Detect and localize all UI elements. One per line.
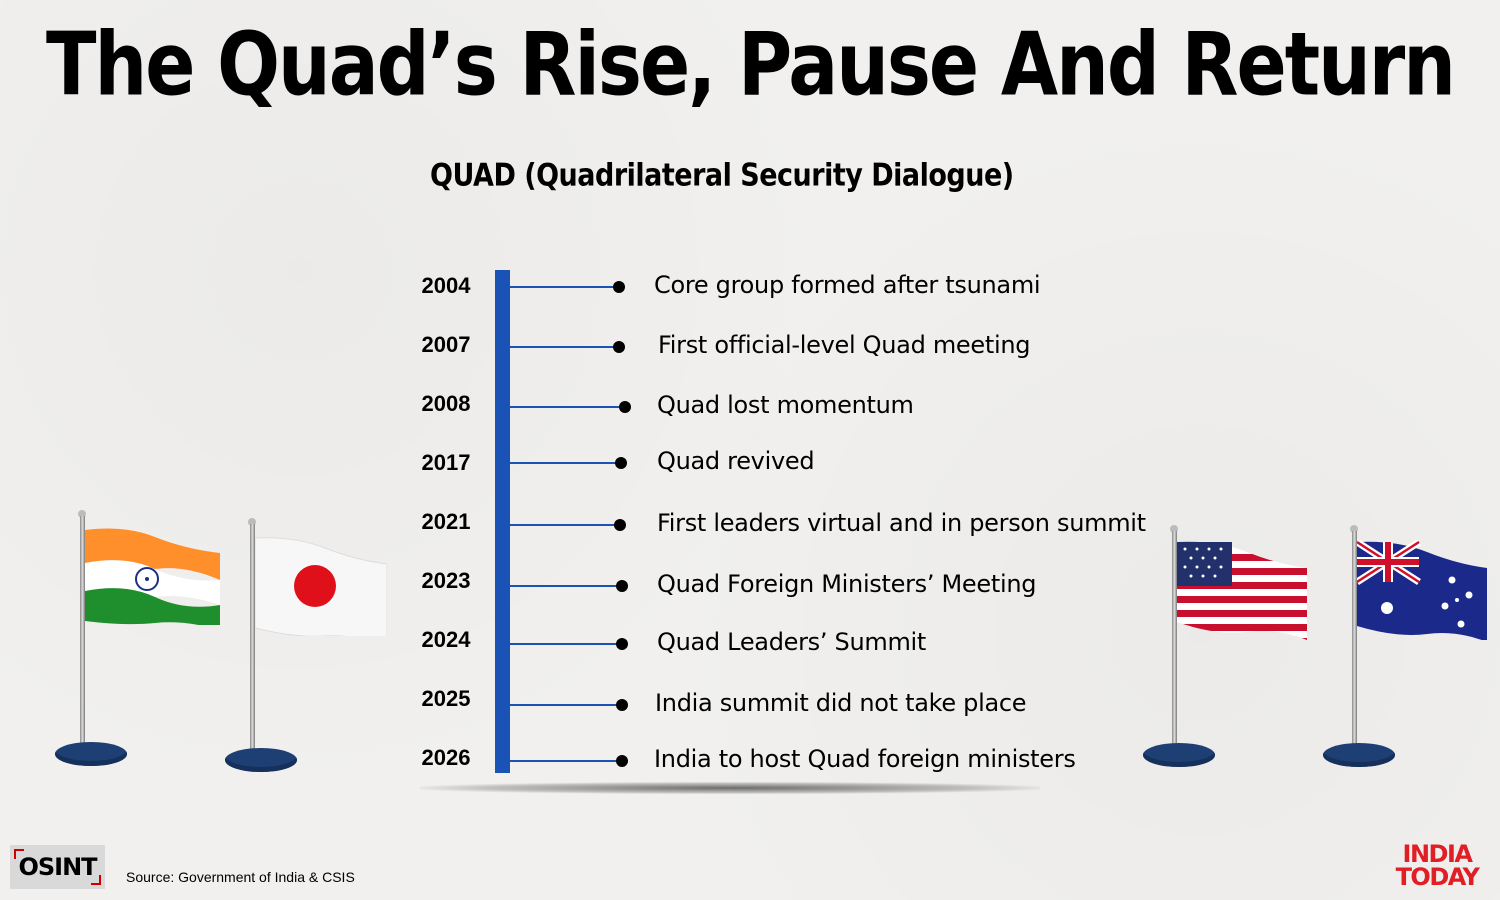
source-note: Source: Government of India & CSIS bbox=[126, 869, 355, 885]
timeline-connector bbox=[510, 462, 617, 464]
timeline-connector bbox=[510, 760, 618, 762]
timeline-connector bbox=[510, 346, 615, 348]
timeline-year: 2008 bbox=[421, 391, 471, 416]
india-today-logo: INDIA TODAY bbox=[1386, 840, 1488, 891]
timeline-dot bbox=[615, 457, 627, 469]
timeline-connector bbox=[510, 524, 616, 526]
timeline-dot bbox=[613, 281, 625, 293]
timeline-year: 2021 bbox=[421, 509, 471, 534]
japan-flag bbox=[225, 518, 395, 778]
timeline-event: Quad revived bbox=[657, 447, 815, 475]
timeline-event: First official-level Quad meeting bbox=[658, 331, 1031, 359]
timeline-year: 2025 bbox=[421, 686, 471, 711]
timeline-item: 2008 Quad lost momentum bbox=[0, 391, 1500, 431]
timeline-event: Core group formed after tsunami bbox=[654, 271, 1041, 299]
timeline-event: Quad Leaders’ Summit bbox=[657, 628, 927, 656]
timeline-event: Quad lost momentum bbox=[657, 391, 914, 419]
timeline-item: 2017 Quad revived bbox=[0, 447, 1500, 490]
usa-flag bbox=[1143, 525, 1313, 775]
timeline-axis bbox=[495, 270, 510, 773]
timeline-item: 2004 Core group formed after tsunami bbox=[0, 271, 1500, 313]
timeline-event: Quad Foreign Ministers’ Meeting bbox=[657, 570, 1037, 598]
timeline-connector bbox=[510, 406, 621, 408]
timeline-shadow bbox=[420, 782, 1040, 794]
page-title: The Quad’s Rise, Pause And Return bbox=[46, 14, 1456, 116]
timeline-dot bbox=[616, 699, 628, 711]
timeline-connector bbox=[510, 585, 618, 587]
timeline-dot bbox=[614, 519, 626, 531]
timeline-dot bbox=[616, 580, 628, 592]
osint-logo-text: OSINT bbox=[18, 853, 97, 881]
india-today-logo-line2: TODAY bbox=[1395, 863, 1480, 891]
timeline-year: 2024 bbox=[421, 627, 471, 652]
timeline-item: 2021 First leaders virtual and in person … bbox=[0, 509, 1500, 549]
timeline-event: India summit did not take place bbox=[655, 689, 1027, 717]
timeline-year: 2004 bbox=[421, 273, 471, 298]
timeline-year: 2023 bbox=[421, 568, 471, 593]
india-flag bbox=[55, 510, 225, 770]
india-today-logo-line1: INDIA bbox=[1402, 840, 1473, 868]
timeline-dot bbox=[616, 638, 628, 650]
timeline-dot bbox=[616, 755, 628, 767]
timeline-year: 2026 bbox=[421, 745, 471, 770]
timeline-dot bbox=[613, 341, 625, 353]
timeline-item: 2023 Quad Foreign Ministers’ Meeting bbox=[0, 568, 1500, 608]
timeline-item: 2025 India summit did not take place bbox=[0, 686, 1500, 726]
australia-flag bbox=[1323, 525, 1493, 775]
timeline-connector bbox=[510, 643, 618, 645]
timeline-event: India to host Quad foreign ministers bbox=[654, 745, 1076, 773]
timeline-item: 2026 India to host Quad foreign ministers bbox=[0, 745, 1500, 785]
page-subtitle: QUAD (Quadrilateral Security Dialogue) bbox=[430, 158, 1014, 194]
timeline-event: First leaders virtual and in person summ… bbox=[657, 509, 1146, 537]
osint-logo: OSINT bbox=[10, 845, 105, 889]
timeline-connector bbox=[510, 286, 615, 288]
timeline-connector bbox=[510, 704, 618, 706]
timeline-year: 2017 bbox=[421, 450, 471, 475]
timeline-item: 2007 First official-level Quad meeting bbox=[0, 331, 1500, 372]
timeline-dot bbox=[619, 401, 631, 413]
timeline-year: 2007 bbox=[421, 332, 471, 357]
timeline-item: 2024 Quad Leaders’ Summit bbox=[0, 627, 1500, 667]
